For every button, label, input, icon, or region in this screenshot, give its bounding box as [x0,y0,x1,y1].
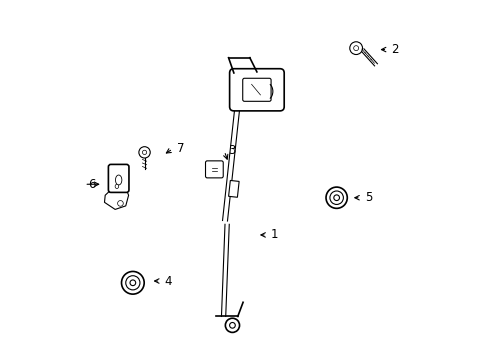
Circle shape [118,201,123,206]
Text: 2: 2 [391,43,398,56]
Circle shape [329,191,343,204]
Circle shape [125,276,140,290]
Polygon shape [104,190,128,210]
Text: 3: 3 [228,144,235,157]
Circle shape [225,318,239,332]
Circle shape [121,271,144,294]
Polygon shape [228,180,239,197]
Circle shape [353,46,358,51]
Circle shape [139,147,150,158]
Ellipse shape [115,175,122,185]
Circle shape [325,187,346,208]
FancyBboxPatch shape [108,165,129,192]
Circle shape [229,323,235,328]
Text: 6: 6 [88,178,96,191]
Ellipse shape [115,184,119,189]
Text: 4: 4 [164,275,172,288]
FancyBboxPatch shape [229,69,284,111]
Text: 1: 1 [270,229,278,242]
Circle shape [130,280,135,285]
FancyBboxPatch shape [242,78,270,101]
FancyBboxPatch shape [205,161,223,178]
Text: 7: 7 [177,142,184,155]
Circle shape [333,195,339,201]
Text: 5: 5 [364,191,372,204]
Circle shape [349,42,362,54]
Circle shape [142,150,146,154]
